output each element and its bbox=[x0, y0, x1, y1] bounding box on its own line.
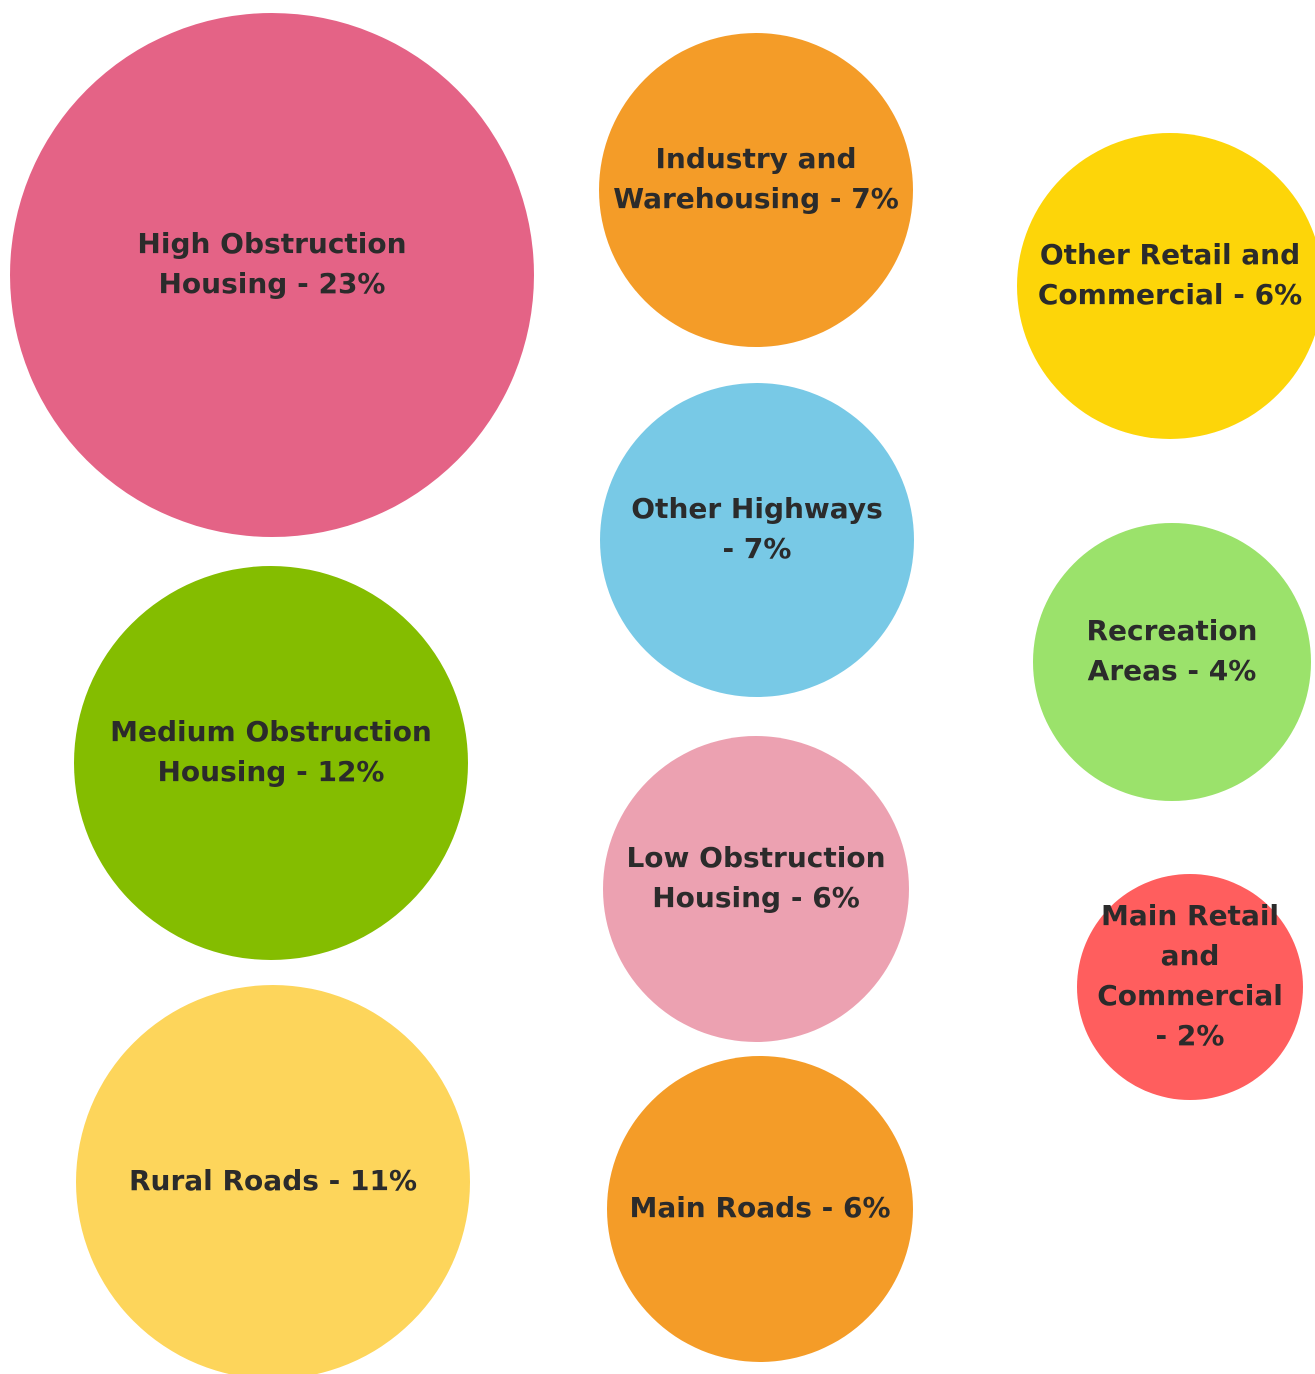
bubble-circle-industry-and-warehousing bbox=[599, 33, 913, 347]
bubble-low-obstruction-housing: Low Obstruction Housing - 6% bbox=[603, 736, 909, 1042]
bubble-label-industry-and-warehousing-line-1: Industry and bbox=[655, 142, 856, 175]
bubble-circle-rural-roads bbox=[76, 985, 470, 1374]
bubble-label-recreation-areas-line-1: Recreation bbox=[1087, 614, 1258, 647]
bubble-rural-roads: Rural Roads - 11% bbox=[76, 985, 470, 1374]
bubble-label-other-highways-line-2: - 7% bbox=[723, 532, 792, 565]
bubble-circle-main-roads bbox=[607, 1056, 913, 1362]
bubble-other-retail-and-commercial: Other Retail and Commercial - 6% bbox=[1017, 133, 1315, 439]
bubble-label-main-retail-and-commercial-line-2: and bbox=[1161, 939, 1220, 972]
bubble-label-industry-and-warehousing-line-2: Warehousing - 7% bbox=[613, 182, 899, 215]
bubble-circle-other-retail-and-commercial bbox=[1017, 133, 1315, 439]
bubble-circle-low-obstruction-housing bbox=[603, 736, 909, 1042]
bubble-label-main-retail-and-commercial-line-4: - 2% bbox=[1156, 1019, 1225, 1052]
bubble-label-main-retail-and-commercial-line-1: Main Retail bbox=[1101, 899, 1279, 932]
bubble-circle-main-retail-and-commercial bbox=[1077, 874, 1303, 1100]
bubble-recreation-areas: Recreation Areas - 4% bbox=[1033, 523, 1311, 801]
bubble-label-recreation-areas-line-2: Areas - 4% bbox=[1088, 654, 1257, 687]
bubble-label-medium-obstruction-housing-line-1: Medium Obstruction bbox=[110, 715, 432, 748]
bubble-main-roads: Main Roads - 6% bbox=[607, 1056, 913, 1362]
bubble-label-high-obstruction-housing-line-2: Housing - 23% bbox=[159, 267, 386, 300]
bubble-label-other-highways-line-1: Other Highways bbox=[631, 492, 883, 525]
bubble-label-high-obstruction-housing-line-1: High Obstruction bbox=[137, 227, 406, 260]
bubble-label-low-obstruction-housing-line-1: Low Obstruction bbox=[626, 841, 885, 874]
bubble-main-retail-and-commercial: Main Retail and Commercial - 2% bbox=[1077, 874, 1303, 1100]
bubble-circle-high-obstruction-housing bbox=[10, 13, 534, 537]
bubble-label-other-retail-and-commercial-line-2: Commercial - 6% bbox=[1038, 278, 1302, 311]
bubble-industry-and-warehousing: Industry and Warehousing - 7% bbox=[599, 33, 913, 347]
bubble-label-rural-roads-line-1: Rural Roads - 11% bbox=[129, 1164, 417, 1197]
bubble-circle-recreation-areas bbox=[1033, 523, 1311, 801]
bubble-other-highways: Other Highways - 7% bbox=[600, 383, 914, 697]
bubble-high-obstruction-housing: High Obstruction Housing - 23% bbox=[10, 13, 534, 537]
bubble-label-low-obstruction-housing-line-2: Housing - 6% bbox=[652, 881, 860, 914]
bubble-label-main-roads-line-1: Main Roads - 6% bbox=[629, 1191, 890, 1224]
bubble-circle-medium-obstruction-housing bbox=[74, 566, 468, 960]
bubble-label-other-retail-and-commercial-line-1: Other Retail and bbox=[1040, 238, 1300, 271]
bubble-medium-obstruction-housing: Medium Obstruction Housing - 12% bbox=[74, 566, 468, 960]
bubble-label-main-retail-and-commercial-line-3: Commercial bbox=[1097, 979, 1283, 1012]
bubble-circle-other-highways bbox=[600, 383, 914, 697]
bubble-label-medium-obstruction-housing-line-2: Housing - 12% bbox=[158, 755, 385, 788]
